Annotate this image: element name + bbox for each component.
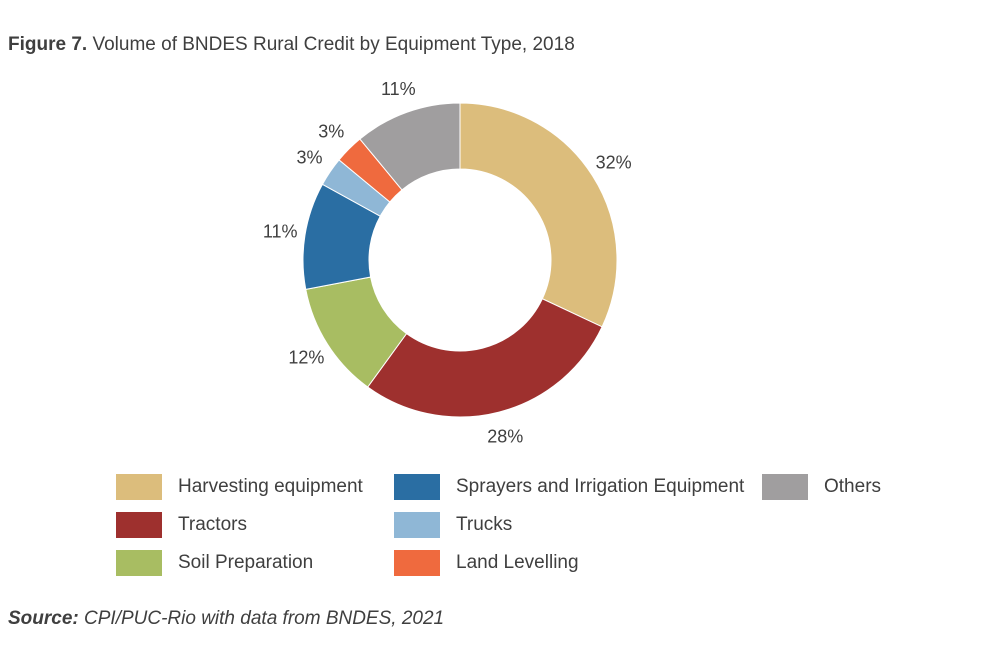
legend-swatch	[116, 512, 162, 538]
slice-harvesting-equipment	[459, 102, 618, 328]
data-label-tractors: 28%	[487, 426, 523, 446]
figure-title-text: Volume of BNDES Rural Credit by Equipmen…	[92, 34, 575, 55]
source-text: CPI/PUC-Rio with data from BNDES, 2021	[84, 608, 445, 629]
data-label-trucks: 3%	[296, 148, 322, 168]
data-label-land-levelling: 3%	[318, 121, 344, 141]
legend-label: Sprayers and Irrigation Equipment	[456, 476, 745, 497]
legend-swatch	[116, 550, 162, 576]
source-note: Source: CPI/PUC-Rio with data from BNDES…	[8, 608, 444, 630]
slice-tractors	[367, 298, 603, 418]
data-label-harvesting-equipment: 32%	[596, 152, 632, 172]
data-label-sprayers-and-irrigation-equipment: 11%	[263, 222, 298, 242]
donut-slices	[302, 102, 618, 418]
data-label-soil-preparation: 12%	[288, 348, 324, 368]
legend-swatch	[394, 512, 440, 538]
legend-swatch	[116, 474, 162, 500]
donut-chart: 32% 28% 12% 11% 3% 3% 11%	[263, 79, 632, 447]
legend-label: Soil Preparation	[178, 552, 314, 573]
legend-label: Land Levelling	[456, 552, 579, 573]
legend-label: Harvesting equipment	[178, 476, 363, 497]
legend-swatch	[394, 550, 440, 576]
legend-item-others: Others	[762, 474, 881, 500]
legend-swatch	[762, 474, 808, 500]
legend-item-land-levelling: Land Levelling	[394, 550, 579, 576]
legend-item-sprayers-and-irrigation-equipment: Sprayers and Irrigation Equipment	[394, 474, 744, 500]
slice-others	[359, 102, 461, 191]
legend-item-tractors: Tractors	[116, 512, 247, 538]
legend-label: Trucks	[456, 514, 513, 535]
data-label-others: 11%	[381, 79, 416, 99]
legend-item-harvesting-equipment: Harvesting equipment	[116, 474, 363, 500]
source-label: Source:	[8, 608, 79, 629]
legend-label: Others	[824, 476, 882, 497]
donut-labels: 32% 28% 12% 11% 3% 3% 11%	[263, 79, 632, 447]
figure-label: Figure 7.	[8, 34, 88, 55]
legend-item-soil-preparation: Soil Preparation	[116, 550, 313, 576]
legend-item-trucks: Trucks	[394, 512, 512, 538]
figure-title: Figure 7. Volume of BNDES Rural Credit b…	[8, 34, 575, 56]
legend-label: Tractors	[178, 514, 247, 535]
legend-swatch	[394, 474, 440, 500]
